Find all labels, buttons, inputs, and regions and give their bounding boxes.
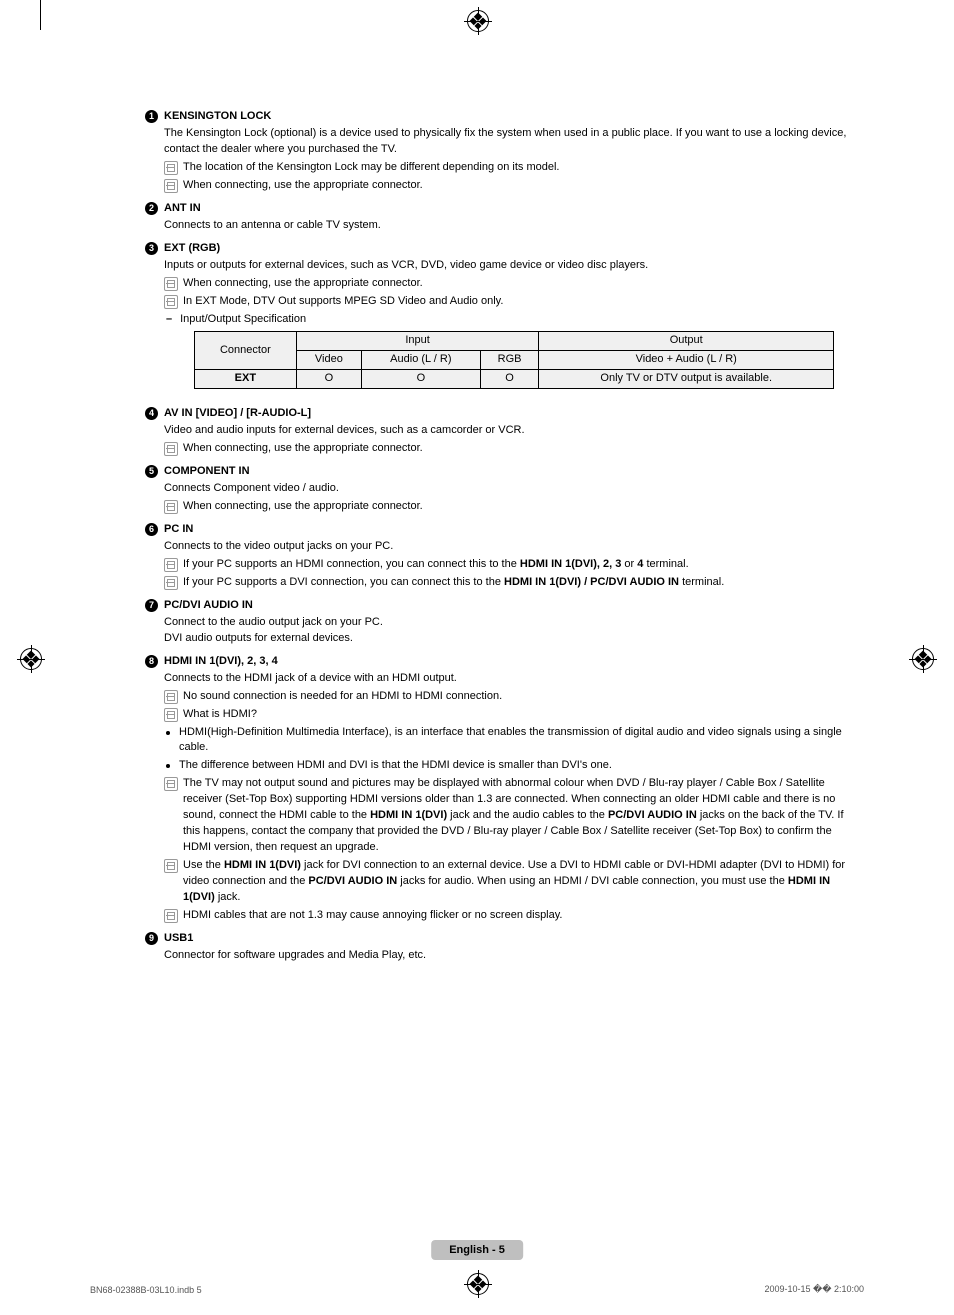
table-header-output: Output [539,332,834,351]
section-intro2: DVI audio outputs for external devices. [164,631,854,647]
section-title: PC IN [164,523,193,535]
registration-mark-icon [912,648,934,670]
doc-footer-left: BN68-02388B-03L10.indb 5 [90,1285,202,1295]
note-icon [164,179,178,193]
crop-mark [40,0,42,30]
note-icon [164,442,178,456]
section-pc-in: 6 PC IN Connects to the video output jac… [145,523,854,591]
io-spec-table: Connector Input Output Video Audio (L / … [194,331,834,389]
section-number-badge: 3 [145,242,158,255]
dash-icon: – [166,312,172,328]
table-sub-rgb: RGB [480,351,539,370]
section-number-badge: 8 [145,655,158,668]
section-intro: The Kensington Lock (optional) is a devi… [164,126,854,158]
note-icon [164,690,178,704]
registration-mark-icon [467,1273,489,1295]
section-title: HDMI IN 1(DVI), 2, 3, 4 [164,655,278,667]
section-av-in: 4 AV IN [VIDEO] / [R-AUDIO-L] Video and … [145,407,854,457]
bullet-text: HDMI(High-Definition Multimedia Interfac… [179,725,854,757]
section-kensington: 1 KENSINGTON LOCK The Kensington Lock (o… [145,110,854,194]
section-title: COMPONENT IN [164,465,250,477]
section-number-badge: 1 [145,110,158,123]
section-title: ANT IN [164,202,201,214]
section-number-badge: 6 [145,523,158,536]
section-number-badge: 9 [145,932,158,945]
note-text: When connecting, use the appropriate con… [183,178,854,194]
section-intro: Connects to the video output jacks on yo… [164,539,854,555]
table-cell: O [296,370,361,389]
section-intro: Video and audio inputs for external devi… [164,423,854,439]
section-intro: Connects to the HDMI jack of a device wi… [164,671,854,687]
note-text: When connecting, use the appropriate con… [183,441,854,457]
note-icon [164,909,178,923]
doc-footer-right: 2009-10-15 �� 2:10:00 [764,1284,864,1295]
section-component-in: 5 COMPONENT IN Connects Component video … [145,465,854,515]
table-row-label: EXT [195,370,297,389]
note-text: What is HDMI? [183,707,854,723]
section-intro: Connects Component video / audio. [164,481,854,497]
section-ext-rgb: 3 EXT (RGB) Inputs or outputs for extern… [145,242,854,390]
note-icon [164,277,178,291]
table-header-input: Input [296,332,539,351]
section-title: AV IN [VIDEO] / [R-AUDIO-L] [164,407,311,419]
dash-text: Input/Output Specification [180,312,306,328]
note-text: The location of the Kensington Lock may … [183,160,854,176]
note-text: Use the HDMI IN 1(DVI) jack for DVI conn… [183,858,854,906]
note-icon [164,558,178,572]
table-cell: O [362,370,481,389]
section-title: USB1 [164,932,193,944]
section-title: EXT (RGB) [164,242,220,254]
note-text: When connecting, use the appropriate con… [183,499,854,515]
section-intro: Connect to the audio output jack on your… [164,615,854,631]
bullet-text: The difference between HDMI and DVI is t… [179,758,854,774]
section-number-badge: 2 [145,202,158,215]
page: 1 KENSINGTON LOCK The Kensington Lock (o… [0,0,954,1315]
note-icon [164,777,178,791]
registration-mark-icon [467,10,489,32]
note-icon [164,576,178,590]
bullet-icon [166,731,170,735]
note-icon [164,295,178,309]
note-text: If your PC supports a DVI connection, yo… [183,575,854,591]
section-number-badge: 4 [145,407,158,420]
note-text: If your PC supports an HDMI connection, … [183,557,854,573]
section-number-badge: 5 [145,465,158,478]
table-sub-audio: Audio (L / R) [362,351,481,370]
note-icon [164,859,178,873]
section-title: PC/DVI AUDIO IN [164,599,253,611]
section-intro: Inputs or outputs for external devices, … [164,258,854,274]
note-icon [164,708,178,722]
table-cell: O [480,370,539,389]
note-icon [164,161,178,175]
table-header-connector: Connector [195,332,297,370]
section-intro: Connects to an antenna or cable TV syste… [164,218,854,234]
note-text: The TV may not output sound and pictures… [183,776,854,856]
note-text: No sound connection is needed for an HDM… [183,689,854,705]
section-title: KENSINGTON LOCK [164,110,271,122]
section-intro: Connector for software upgrades and Medi… [164,948,854,964]
bullet-icon [166,764,170,768]
registration-mark-icon [20,648,42,670]
section-pc-dvi-audio-in: 7 PC/DVI AUDIO IN Connect to the audio o… [145,599,854,647]
section-usb1: 9 USB1 Connector for software upgrades a… [145,932,854,964]
section-ant-in: 2 ANT IN Connects to an antenna or cable… [145,202,854,234]
note-text: HDMI cables that are not 1.3 may cause a… [183,908,854,924]
section-number-badge: 7 [145,599,158,612]
table-sub-video: Video [296,351,361,370]
table-sub-out: Video + Audio (L / R) [539,351,834,370]
note-icon [164,500,178,514]
note-text: When connecting, use the appropriate con… [183,276,854,292]
section-hdmi-in: 8 HDMI IN 1(DVI), 2, 3, 4 Connects to th… [145,655,854,924]
note-text: In EXT Mode, DTV Out supports MPEG SD Vi… [183,294,854,310]
table-cell: Only TV or DTV output is available. [539,370,834,389]
page-number-pill: English - 5 [431,1240,523,1260]
